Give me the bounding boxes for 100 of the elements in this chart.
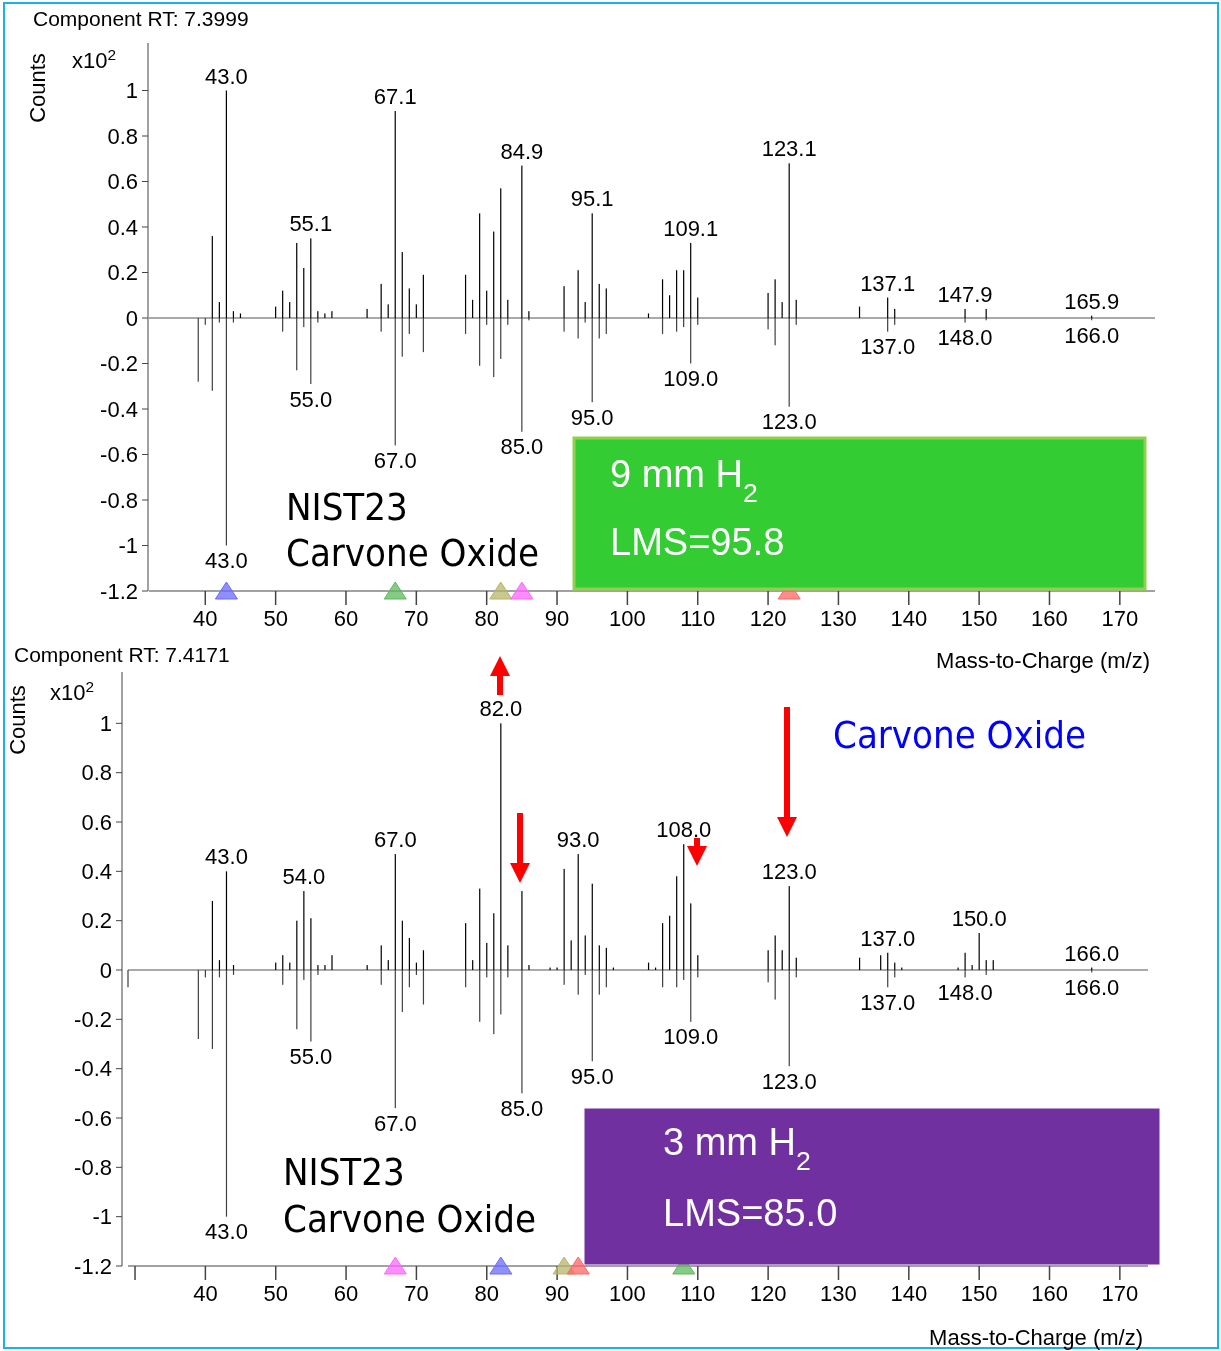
x-tick-label: 170 <box>1101 606 1139 631</box>
x-tick-label: 40 <box>193 1281 218 1306</box>
x-tick-label: 120 <box>749 1281 787 1306</box>
y-tick-label: -0.2 <box>100 351 138 377</box>
annotation: 166.0 <box>1064 940 1120 966</box>
y-tick-label: 0 <box>99 957 112 983</box>
annotation: 109.0 <box>663 1024 719 1050</box>
y-tick-label: 0.8 <box>107 123 138 149</box>
annotation: 109.0 <box>663 366 719 392</box>
y-tick-label: -0.4 <box>100 396 138 422</box>
annotation: 109.1 <box>663 215 719 241</box>
x-tick-label: 60 <box>333 606 359 631</box>
x-tick-label: 60 <box>333 1281 359 1306</box>
y-tick-label: 1 <box>99 711 112 737</box>
x-tick-label: 100 <box>609 606 646 631</box>
x-axis-title: Mass-to-Charge (m/z) <box>929 1325 1143 1350</box>
annotation: 166.0 <box>1064 322 1120 348</box>
annotation: 67.0 <box>373 448 417 473</box>
y-axis-title: Counts <box>25 53 50 123</box>
y-tick-label: 0.2 <box>107 260 138 286</box>
annotation: 84.9 <box>500 138 544 164</box>
x-tick-label: 140 <box>890 1281 928 1306</box>
annotation: 108.0 <box>656 817 712 843</box>
y-tick-label: -0.8 <box>74 1155 112 1181</box>
x-tick-label: 90 <box>544 1281 570 1306</box>
annotation: 95.1 <box>570 186 614 212</box>
annotation: 123.1 <box>761 136 817 162</box>
x-tick-label: 50 <box>263 1281 288 1306</box>
annotation: 85.0 <box>500 1095 544 1121</box>
x-tick-label: 120 <box>749 606 787 631</box>
x-tick-label: 130 <box>820 1281 857 1306</box>
text: x10$^{2}$ <box>72 45 117 73</box>
y-tick-label: -0.6 <box>100 442 138 468</box>
x-tick-label: 170 <box>1101 1281 1139 1306</box>
y-axis-title: Counts <box>5 685 30 755</box>
y-tick-label: -1.2 <box>100 578 138 604</box>
annotation: 9 mm H$_{2}$ <box>610 453 758 508</box>
annotation: 148.0 <box>937 980 993 1005</box>
annotation: 43.0 <box>204 63 248 89</box>
y-tick-label: -1 <box>118 533 138 559</box>
y-tick-label: -0.2 <box>74 1007 112 1033</box>
annotation: 43.0 <box>205 1219 248 1245</box>
annotation: Carvone Oxide <box>286 531 539 575</box>
y-tick-label: -0.4 <box>74 1056 112 1082</box>
x-tick-label: 100 <box>609 1281 646 1306</box>
annotation: 67.0 <box>373 827 417 853</box>
x-tick-label: 150 <box>960 606 998 631</box>
annotation: LMS=95.8 <box>610 521 785 563</box>
annotation: 3 mm H$_{2}$ <box>663 1121 811 1176</box>
annotation: 55.0 <box>289 1044 333 1070</box>
annotation: 137.0 <box>860 925 916 951</box>
x-tick-label: 80 <box>474 606 499 631</box>
annotation: 123.0 <box>761 859 817 885</box>
x-tick-label: 40 <box>193 606 218 631</box>
y-tick-label: 0 <box>125 305 138 331</box>
y-tick-label: 1 <box>125 78 138 104</box>
x-tick-label: 70 <box>404 1281 429 1306</box>
text: x10$^{2}$ <box>50 677 95 705</box>
x-tick-label: 70 <box>404 606 429 631</box>
annotation: 67.0 <box>373 1110 417 1136</box>
annotation: 67.1 <box>373 83 417 109</box>
annotation: 85.0 <box>500 434 544 460</box>
x-tick-label: 80 <box>474 1281 499 1306</box>
x-axis-title: Mass-to-Charge (m/z) <box>936 648 1150 673</box>
x-tick-label: 150 <box>960 1281 998 1306</box>
y-tick-label: 0.8 <box>81 760 112 786</box>
x-tick-label: 130 <box>820 606 857 631</box>
annotation: 137.0 <box>860 989 916 1015</box>
annotation: 147.9 <box>937 281 993 307</box>
annotation: 165.9 <box>1064 288 1120 314</box>
annotation: 55.1 <box>289 211 333 237</box>
y-tick-label: 0.6 <box>81 809 112 835</box>
annotation: 82.0 <box>479 696 523 722</box>
x-tick-label: 140 <box>890 606 928 631</box>
annotation: Carvone Oxide <box>833 713 1086 757</box>
annotation: Carvone Oxide <box>283 1197 536 1241</box>
x-tick-label: 110 <box>680 606 716 631</box>
annotation: LMS=85.0 <box>663 1192 838 1234</box>
y-tick-label: 0.4 <box>81 859 112 885</box>
x-tick-label: 50 <box>263 606 288 631</box>
x-tick-label: 110 <box>680 1281 716 1306</box>
annotation: 95.0 <box>570 1063 614 1089</box>
annotation: 95.0 <box>570 404 614 430</box>
annotation: NIST23 <box>286 485 408 529</box>
annotation: 43.0 <box>204 548 248 574</box>
x-tick-label: 90 <box>544 606 570 631</box>
chart-title: Component RT: 7.4171 <box>14 643 230 666</box>
x-tick-label: 160 <box>1031 1281 1068 1306</box>
annotation: 166.0 <box>1064 975 1120 1001</box>
y-tick-label: 0.2 <box>81 908 112 934</box>
y-tick-label: 0.4 <box>107 214 138 240</box>
y-tick-label: -1.2 <box>74 1253 112 1279</box>
y-tick-label: -1 <box>92 1204 112 1230</box>
annotation: 137.1 <box>860 270 916 296</box>
annotation: NIST23 <box>283 1150 405 1194</box>
x-tick-label: 160 <box>1031 606 1068 631</box>
annotation: 123.0 <box>761 409 817 435</box>
y-tick-label: -0.6 <box>74 1105 112 1131</box>
annotation: 43.0 <box>205 844 248 870</box>
y-tick-label: -0.8 <box>100 487 138 513</box>
